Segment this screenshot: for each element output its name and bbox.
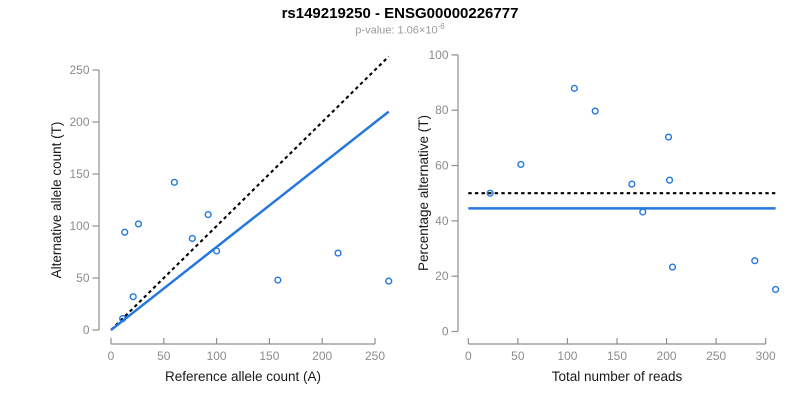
x-tick-label: 150 xyxy=(607,349,627,363)
pvalue-mantissa: 1.06×10 xyxy=(397,24,438,37)
data-point xyxy=(119,314,127,323)
data-point xyxy=(486,189,494,197)
pvalue-prefix: p-value: xyxy=(355,24,398,37)
data-point xyxy=(134,220,143,228)
pvalue-subtitle: p-value: 1.06×10-6 xyxy=(0,22,800,37)
data-point xyxy=(591,107,599,115)
x-tick-label: 250 xyxy=(365,349,385,363)
y-tick-label: 100 xyxy=(69,219,89,233)
y-tick-label: 100 xyxy=(428,48,448,62)
data-point xyxy=(628,180,636,188)
data-point xyxy=(188,234,196,243)
data-point xyxy=(570,84,578,92)
y-tick-label: 40 xyxy=(435,214,449,228)
x-tick-label: 200 xyxy=(657,349,677,363)
y-tick-label: 50 xyxy=(76,271,90,285)
data-point xyxy=(668,263,677,271)
x-tick-label: 0 xyxy=(108,349,115,363)
y-tick-label: 0 xyxy=(83,323,90,337)
left-y-axis-label: Alternative allele count (T) xyxy=(49,121,64,279)
y-tick-label: 20 xyxy=(435,269,449,283)
data-point xyxy=(274,276,282,284)
data-point xyxy=(639,208,647,216)
y-tick-label: 80 xyxy=(435,103,449,117)
data-point xyxy=(129,293,137,301)
x-tick-label: 150 xyxy=(259,349,279,363)
data-point xyxy=(121,228,129,236)
pvalue-exponent: -6 xyxy=(437,22,445,31)
right-y-axis-label: Percentage alternative (T) xyxy=(416,114,431,272)
data-point xyxy=(204,210,212,219)
data-point xyxy=(517,160,525,169)
y-tick-label: 200 xyxy=(69,115,89,129)
y-tick-label: 60 xyxy=(435,159,449,173)
y-tick-label: 150 xyxy=(69,167,89,181)
data-point xyxy=(334,249,342,257)
x-tick-label: 100 xyxy=(207,349,227,363)
data-point xyxy=(170,178,178,186)
identity-line xyxy=(110,55,390,331)
x-tick-label: 200 xyxy=(312,349,332,363)
x-tick-label: 50 xyxy=(157,349,171,363)
data-point xyxy=(665,176,674,184)
x-tick-label: 250 xyxy=(706,349,726,363)
x-tick-label: 100 xyxy=(557,349,577,363)
data-point xyxy=(385,277,393,285)
x-tick-label: 300 xyxy=(756,349,776,363)
y-tick-label: 0 xyxy=(442,325,449,339)
page-title: rs149219250 - ENSG00000226777 xyxy=(281,5,519,22)
right-x-axis-label: Total number of reads xyxy=(551,369,683,384)
data-point xyxy=(664,133,673,141)
fit-line xyxy=(110,110,390,331)
y-tick-label: 250 xyxy=(69,63,89,77)
data-point xyxy=(213,247,221,255)
left-x-axis-label: Reference allele count (A) xyxy=(164,369,322,384)
data-point xyxy=(772,285,780,294)
x-tick-label: 50 xyxy=(511,349,525,363)
x-tick-label: 0 xyxy=(465,349,472,363)
data-point xyxy=(751,257,759,265)
